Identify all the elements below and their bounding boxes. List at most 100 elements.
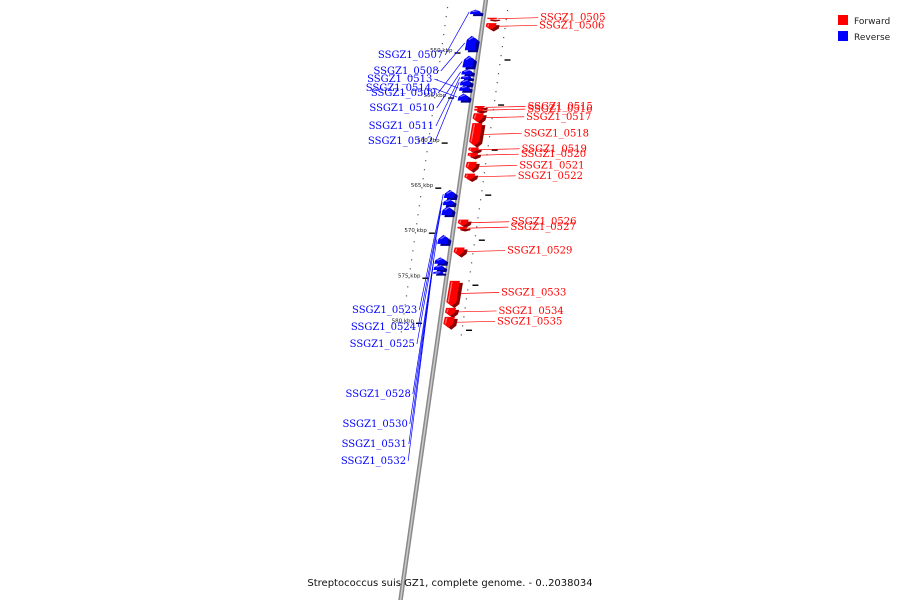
gene-arrow	[442, 198, 457, 208]
gene-body	[458, 85, 470, 91]
leader-line	[485, 106, 526, 108]
gene-label: SSGZ1_0535	[497, 316, 562, 327]
minor-dot	[505, 18, 507, 21]
gene-highlight	[465, 174, 468, 178]
minor-dot	[465, 298, 468, 300]
gene-arrow	[433, 264, 448, 273]
leader-line	[407, 272, 433, 462]
gene-label: SSGZ1_0513	[367, 74, 432, 85]
minor-dot	[439, 61, 441, 63]
legend-item-reverse: Reverse	[838, 25, 891, 43]
leader-line	[440, 42, 466, 72]
gene-arrow	[474, 108, 488, 114]
minor-dot	[446, 6, 449, 9]
minor-dot	[460, 334, 462, 336]
minor-dot	[427, 142, 429, 144]
gene-label: SSGZ1_0527	[510, 222, 575, 233]
minor-dot	[440, 52, 442, 54]
minor-dot	[416, 223, 418, 225]
minor-dot	[479, 199, 482, 201]
leader-line	[417, 201, 443, 328]
gene-body	[469, 9, 481, 15]
gene-highlight	[468, 36, 475, 41]
minor-dot	[400, 331, 402, 333]
minor-dot	[463, 316, 465, 318]
gene-label: SSGZ1_0517	[526, 112, 591, 123]
minor-dot	[474, 235, 477, 237]
minor-dot	[417, 214, 419, 216]
gene-body	[441, 206, 453, 216]
minor-dot	[432, 106, 435, 108]
leader-line	[432, 87, 458, 98]
minor-dot	[428, 133, 431, 135]
gene-label: SSGZ1_0520	[521, 149, 586, 160]
gene-highlight	[461, 85, 467, 89]
leader-line	[459, 292, 500, 294]
minor-dot	[491, 118, 493, 120]
gene-label: SSGZ1_0530	[343, 419, 408, 430]
genome-caption: Streptococcus suis GZ1, complete genome.…	[307, 578, 593, 589]
gene-arrow	[468, 147, 482, 155]
gene-arrow	[434, 257, 449, 266]
gene-highlight	[446, 308, 449, 313]
gene-arrow	[443, 316, 458, 330]
minor-dot	[473, 244, 475, 246]
gene-arrow	[469, 123, 486, 148]
minor-dot	[444, 24, 446, 27]
leader-line	[434, 82, 460, 142]
minor-dot	[422, 178, 424, 180]
minor-dot	[430, 124, 432, 126]
leader-line	[416, 210, 442, 345]
gene-body	[437, 234, 449, 244]
gene-body	[474, 106, 485, 109]
minor-dot	[485, 163, 487, 165]
gene-highlight	[460, 93, 466, 98]
gene-arrow	[485, 23, 500, 32]
minor-dot	[408, 277, 410, 279]
gene-arrow	[432, 270, 447, 276]
gene-shadow	[490, 19, 501, 22]
minor-dot	[471, 262, 473, 264]
gene-highlight	[468, 153, 471, 156]
leader-line	[478, 153, 519, 156]
gene-body	[461, 69, 473, 75]
gene-body	[434, 257, 446, 264]
gene-highlight	[473, 114, 477, 119]
gene-shadow	[460, 228, 471, 232]
gene-arrow	[453, 247, 468, 258]
minor-dot	[431, 115, 433, 117]
minor-dot	[468, 280, 470, 282]
gene-label: SSGZ1_0510	[369, 103, 434, 114]
gene-body	[464, 35, 477, 51]
gene-body	[433, 264, 445, 271]
leader-line	[484, 116, 525, 119]
legend-forward-label: Forward	[854, 17, 891, 27]
gene-label: SSGZ1_0534	[499, 306, 564, 317]
minor-dot	[500, 55, 502, 57]
leader-line	[444, 11, 470, 56]
minor-dot	[478, 208, 480, 210]
minor-dot	[437, 70, 440, 72]
gene-arrow	[472, 113, 487, 125]
gene-label: SSGZ1_0515	[528, 101, 593, 112]
tick-label: 555 kbp	[424, 93, 447, 99]
minor-dot	[488, 136, 491, 138]
tick-label: 560 kbp	[417, 138, 440, 144]
forward-swatch	[838, 15, 848, 25]
gene-arrow	[461, 69, 476, 77]
gene-arrow	[462, 55, 477, 70]
gene-label: SSGZ1_0514	[366, 83, 431, 94]
gene-label: SSGZ1_0525	[350, 339, 415, 350]
gene-body	[457, 93, 469, 101]
label-leader-lines	[407, 11, 539, 462]
leader-line	[455, 320, 496, 323]
gene-highlight	[444, 317, 448, 324]
legend-reverse-label: Reverse	[854, 33, 891, 43]
gene-highlight	[440, 235, 446, 240]
gene-label: SSGZ1_0529	[507, 246, 572, 257]
gene-highlight	[487, 23, 490, 27]
minor-dot	[477, 217, 479, 219]
gene-arrow	[467, 152, 482, 160]
gene-label: SSGZ1_0507	[378, 50, 443, 61]
